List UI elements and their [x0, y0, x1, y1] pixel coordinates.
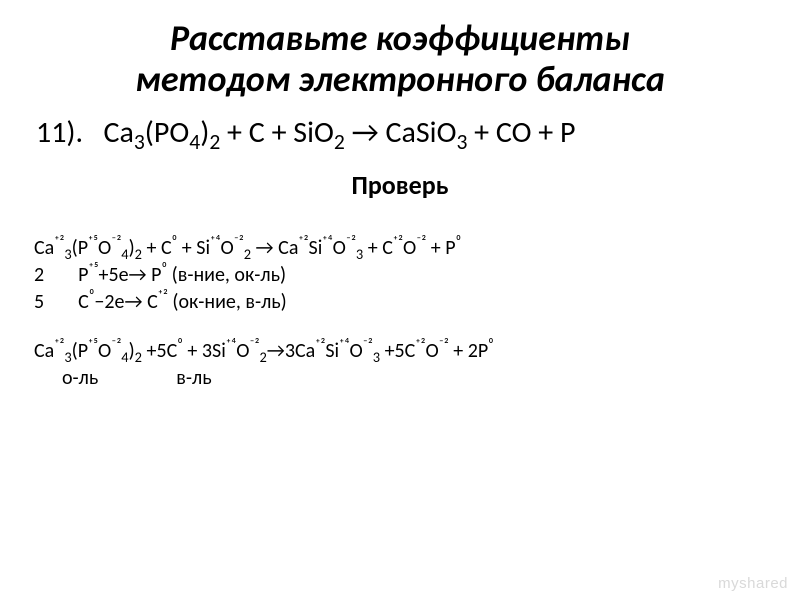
oxidizer-label: о-ль [62, 366, 98, 390]
watermark-text: myshared [718, 575, 788, 592]
title-line-1: Расставьте коэффициенты [170, 16, 630, 60]
title-line-2: методом электронного баланса [135, 57, 665, 101]
check-label: Проверь [32, 169, 768, 201]
work-line-3: 5C⁰−2e→ C⁺² (ок-ние, в-ль) [34, 289, 768, 316]
eqn-number: 11). [36, 114, 83, 151]
work-line-4: Ca⁺²3(P⁺⁵O⁻²4)2 +5C⁰ + 3Si⁺⁴O⁻²2→3Ca⁺²Si… [34, 338, 768, 365]
work-line-2: 2P⁺⁵+5e→ P⁰ (в-ние, ок-ль) [34, 262, 768, 289]
slide: Расставьте коэффициенты методом электрон… [0, 0, 800, 600]
eqn-text: Ca3(PO4)2 + C + SiO2 → CaSiO3 + CO + P [103, 114, 575, 151]
work-block: Ca⁺²3(P⁺⁵O⁻²4)2 + C⁰ + Si⁺⁴O⁻²2 → Ca⁺²Si… [32, 235, 768, 392]
page-title: Расставьте коэффициенты методом электрон… [32, 18, 768, 101]
reducer-label: в-ль [176, 366, 211, 390]
work-line-5: о-ль в-ль [34, 365, 768, 392]
work-line-1: Ca⁺²3(P⁺⁵O⁻²4)2 + C⁰ + Si⁺⁴O⁻²2 → Ca⁺²Si… [34, 235, 768, 262]
main-equation: 11). Ca3(PO4)2 + C + SiO2 → CaSiO3 + CO … [32, 115, 768, 151]
